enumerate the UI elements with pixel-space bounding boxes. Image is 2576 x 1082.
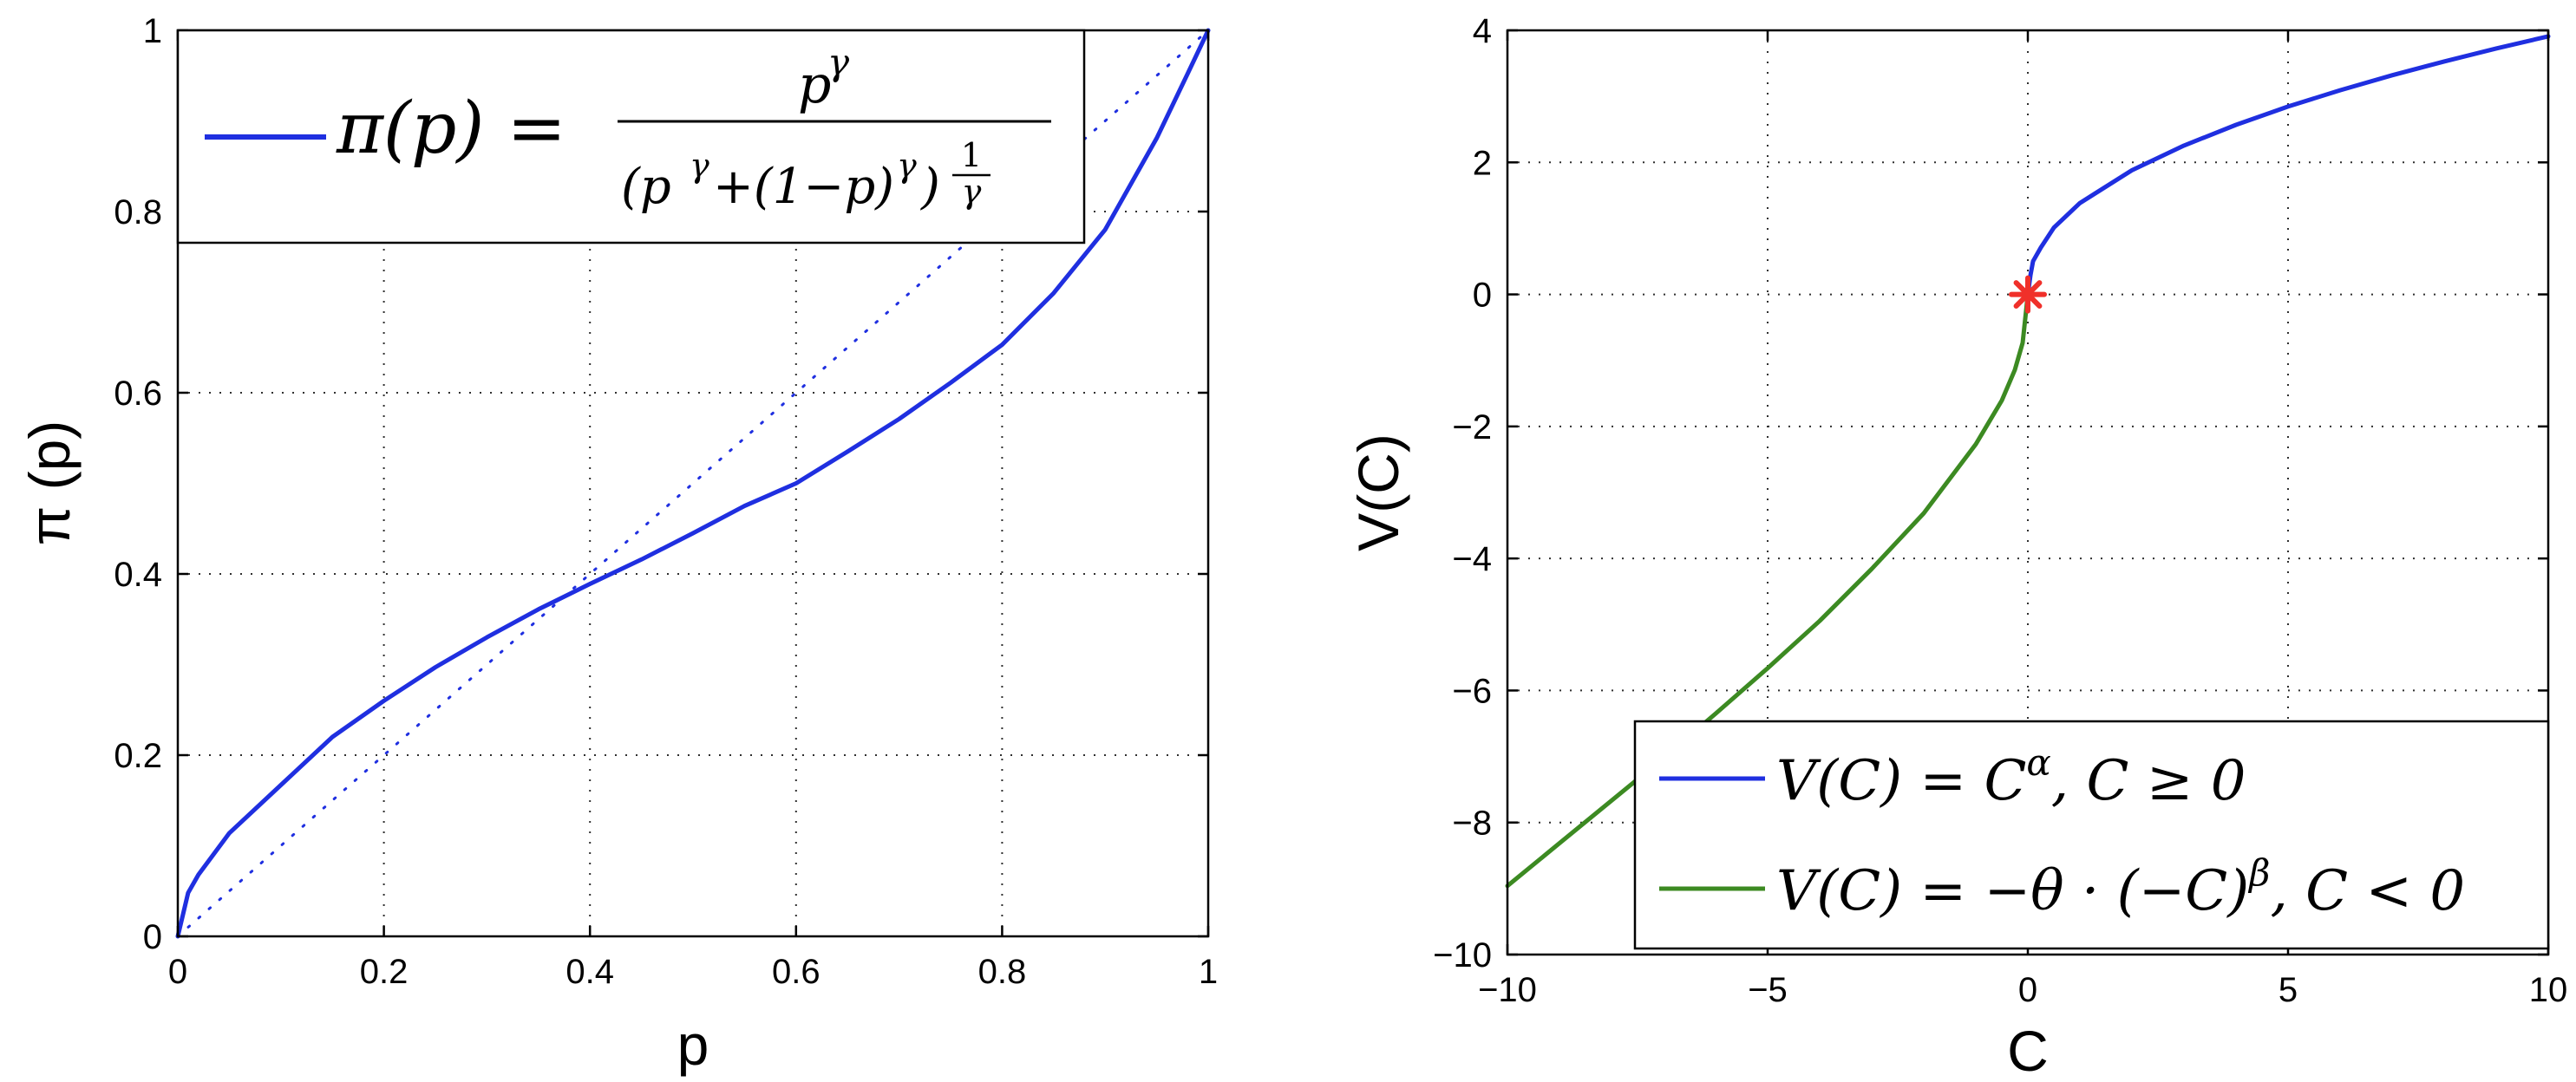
legend-denominator-open: (p (621, 159, 671, 215)
y-tick-label: −8 (1452, 805, 1492, 843)
y-tick-label: −2 (1452, 408, 1492, 446)
origin-star-marker (2009, 275, 2047, 314)
legend-entry-positive-exponent: α (2026, 741, 2050, 784)
series-line-1 (1505, 292, 2030, 889)
legend-numerator-base: p (798, 55, 831, 115)
legend-power-numerator: 1 (961, 136, 982, 174)
legend-power-denominator: γ (962, 173, 982, 211)
legend-entry-positive-condition: , C ≥ 0 (2051, 749, 2246, 813)
legend-denominator-middle: +(1−p) (713, 159, 894, 215)
right-y-axis-label: V(C) (1346, 433, 1410, 551)
y-tick-label: −10 (1433, 936, 1492, 974)
y-tick-label: −4 (1452, 540, 1492, 578)
legend-entry-positive-main: V(C) = C (1776, 749, 2026, 813)
left-x-axis-label: p (677, 1013, 709, 1077)
x-tick-label: −10 (1478, 971, 1537, 1009)
left-x-tick-labels: 0 0.2 0.4 0.6 0.8 1 (168, 953, 1218, 991)
legend-numerator-exponent: γ (827, 41, 850, 83)
y-tick-label: 1 (143, 12, 162, 50)
right-series (1505, 34, 2551, 889)
right-y-tick-labels: −10 −8 −6 −4 −2 0 2 4 (1433, 12, 1492, 974)
left-y-axis-label: π (p) (17, 420, 82, 546)
y-tick-label: 0 (143, 918, 162, 956)
right-x-tick-labels: −10 −5 0 5 10 (1478, 971, 2567, 1009)
series-line-0 (2025, 34, 2551, 297)
y-tick-label: 0.6 (114, 375, 162, 413)
y-tick-label: 0.4 (114, 556, 162, 594)
legend-denominator-exp2: γ (897, 147, 917, 185)
legend-denominator-close: ) (920, 159, 940, 215)
x-tick-label: 0 (2018, 971, 2037, 1009)
y-tick-label: 2 (1473, 144, 1492, 182)
left-legend: π(p) = p γ (p γ +(1−p) γ ) 1 γ (176, 29, 1086, 244)
y-tick-label: −6 (1452, 672, 1492, 710)
legend-entry-negative: V(C) = −θ · (−C)β, C < 0 (1776, 851, 2465, 923)
right-legend: V(C) = Cα, C ≥ 0 V(C) = −θ · (−C)β, C < … (1633, 720, 2550, 950)
x-tick-label: 10 (2529, 971, 2568, 1009)
x-tick-label: 0.4 (566, 953, 614, 991)
legend-entry-negative-condition: , C < 0 (2270, 859, 2465, 923)
legend-denominator-exp1: γ (690, 147, 709, 185)
legend-entry-negative-exponent: β (2247, 851, 2270, 894)
y-tick-label: 0.8 (114, 193, 162, 231)
right-legend-box (1633, 720, 2550, 950)
x-tick-label: 0.8 (978, 953, 1027, 991)
x-tick-label: 0.2 (360, 953, 409, 991)
right-chart: −10 −5 0 5 10 −10 −8 −6 −4 −2 0 2 4 C V(C) V(C) = C… (1346, 12, 2567, 1082)
legend-formula-lhs: π(p) = (336, 88, 566, 170)
x-tick-label: 5 (2279, 971, 2298, 1009)
left-legend-box (176, 29, 1086, 244)
x-tick-label: 1 (1199, 953, 1218, 991)
y-tick-label: 4 (1473, 12, 1492, 50)
x-tick-label: −5 (1748, 971, 1788, 1009)
series-line-0 (175, 28, 1211, 939)
x-tick-label: 0 (168, 953, 187, 991)
left-chart: 0 0.2 0.4 0.6 0.8 1 0 0.2 0.4 0.6 0.8 1 p π (p) π(… (17, 12, 1218, 1077)
left-series (175, 28, 1211, 939)
left-y-tick-labels: 0 0.2 0.4 0.6 0.8 1 (114, 12, 162, 956)
legend-entry-negative-main: V(C) = −θ · (−C) (1776, 859, 2249, 923)
y-tick-label: 0.2 (114, 737, 162, 775)
x-tick-label: 0.6 (772, 953, 821, 991)
right-x-axis-label: C (2007, 1019, 2049, 1082)
star-marker-stroke (2013, 280, 2043, 310)
y-tick-label: 0 (1473, 277, 1492, 315)
legend-entry-positive: V(C) = Cα, C ≥ 0 (1776, 741, 2246, 813)
